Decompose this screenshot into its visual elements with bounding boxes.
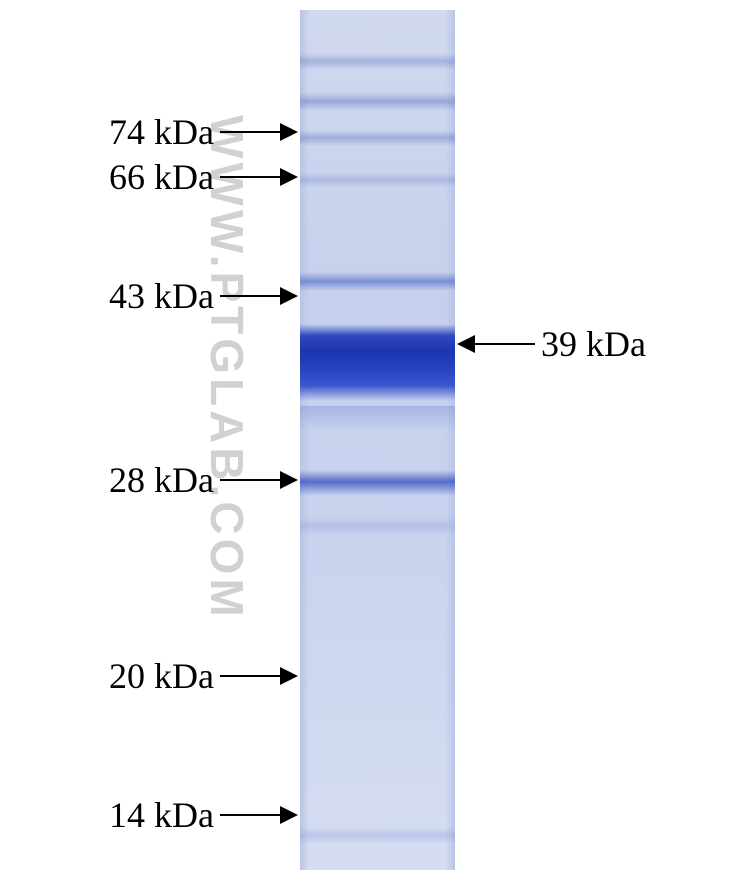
band-marker-28 [300, 470, 455, 496]
marker-text: 28 kDa [109, 462, 214, 498]
band-faint-top-2 [300, 92, 455, 111]
target-text: 39 kDa [541, 326, 646, 362]
arrow-left-icon [457, 335, 535, 353]
band-trail-below-39 [300, 406, 455, 432]
gel-lane [300, 10, 455, 870]
marker-text: 74 kDa [109, 114, 214, 150]
marker-text: 14 kDa [109, 797, 214, 833]
arrow-right-icon [220, 287, 298, 305]
marker-label: 28 kDa [109, 462, 298, 498]
arrow-right-icon [220, 667, 298, 685]
marker-label: 74 kDa [109, 114, 298, 150]
gel-figure: 74 kDa 66 kDa 43 kDa 28 kDa 20 kDa 14 kDa 39 … [0, 0, 740, 885]
band-faint-very-low [300, 827, 455, 844]
marker-text: 43 kDa [109, 278, 214, 314]
marker-label: 43 kDa [109, 278, 298, 314]
arrow-right-icon [220, 168, 298, 186]
band-faint-60 [300, 173, 455, 187]
band-faint-24 [300, 517, 455, 534]
marker-label: 66 kDa [109, 159, 298, 195]
band-main-39 [300, 324, 455, 401]
band-faint-top-1 [300, 53, 455, 70]
arrow-right-icon [220, 123, 298, 141]
band-marker-74 [300, 130, 455, 145]
target-label: 39 kDa [457, 326, 646, 362]
band-marker-43-faint [300, 272, 455, 291]
marker-text: 20 kDa [109, 658, 214, 694]
marker-label: 20 kDa [109, 658, 298, 694]
arrow-right-icon [220, 806, 298, 824]
marker-label: 14 kDa [109, 797, 298, 833]
marker-text: 66 kDa [109, 159, 214, 195]
arrow-right-icon [220, 471, 298, 489]
